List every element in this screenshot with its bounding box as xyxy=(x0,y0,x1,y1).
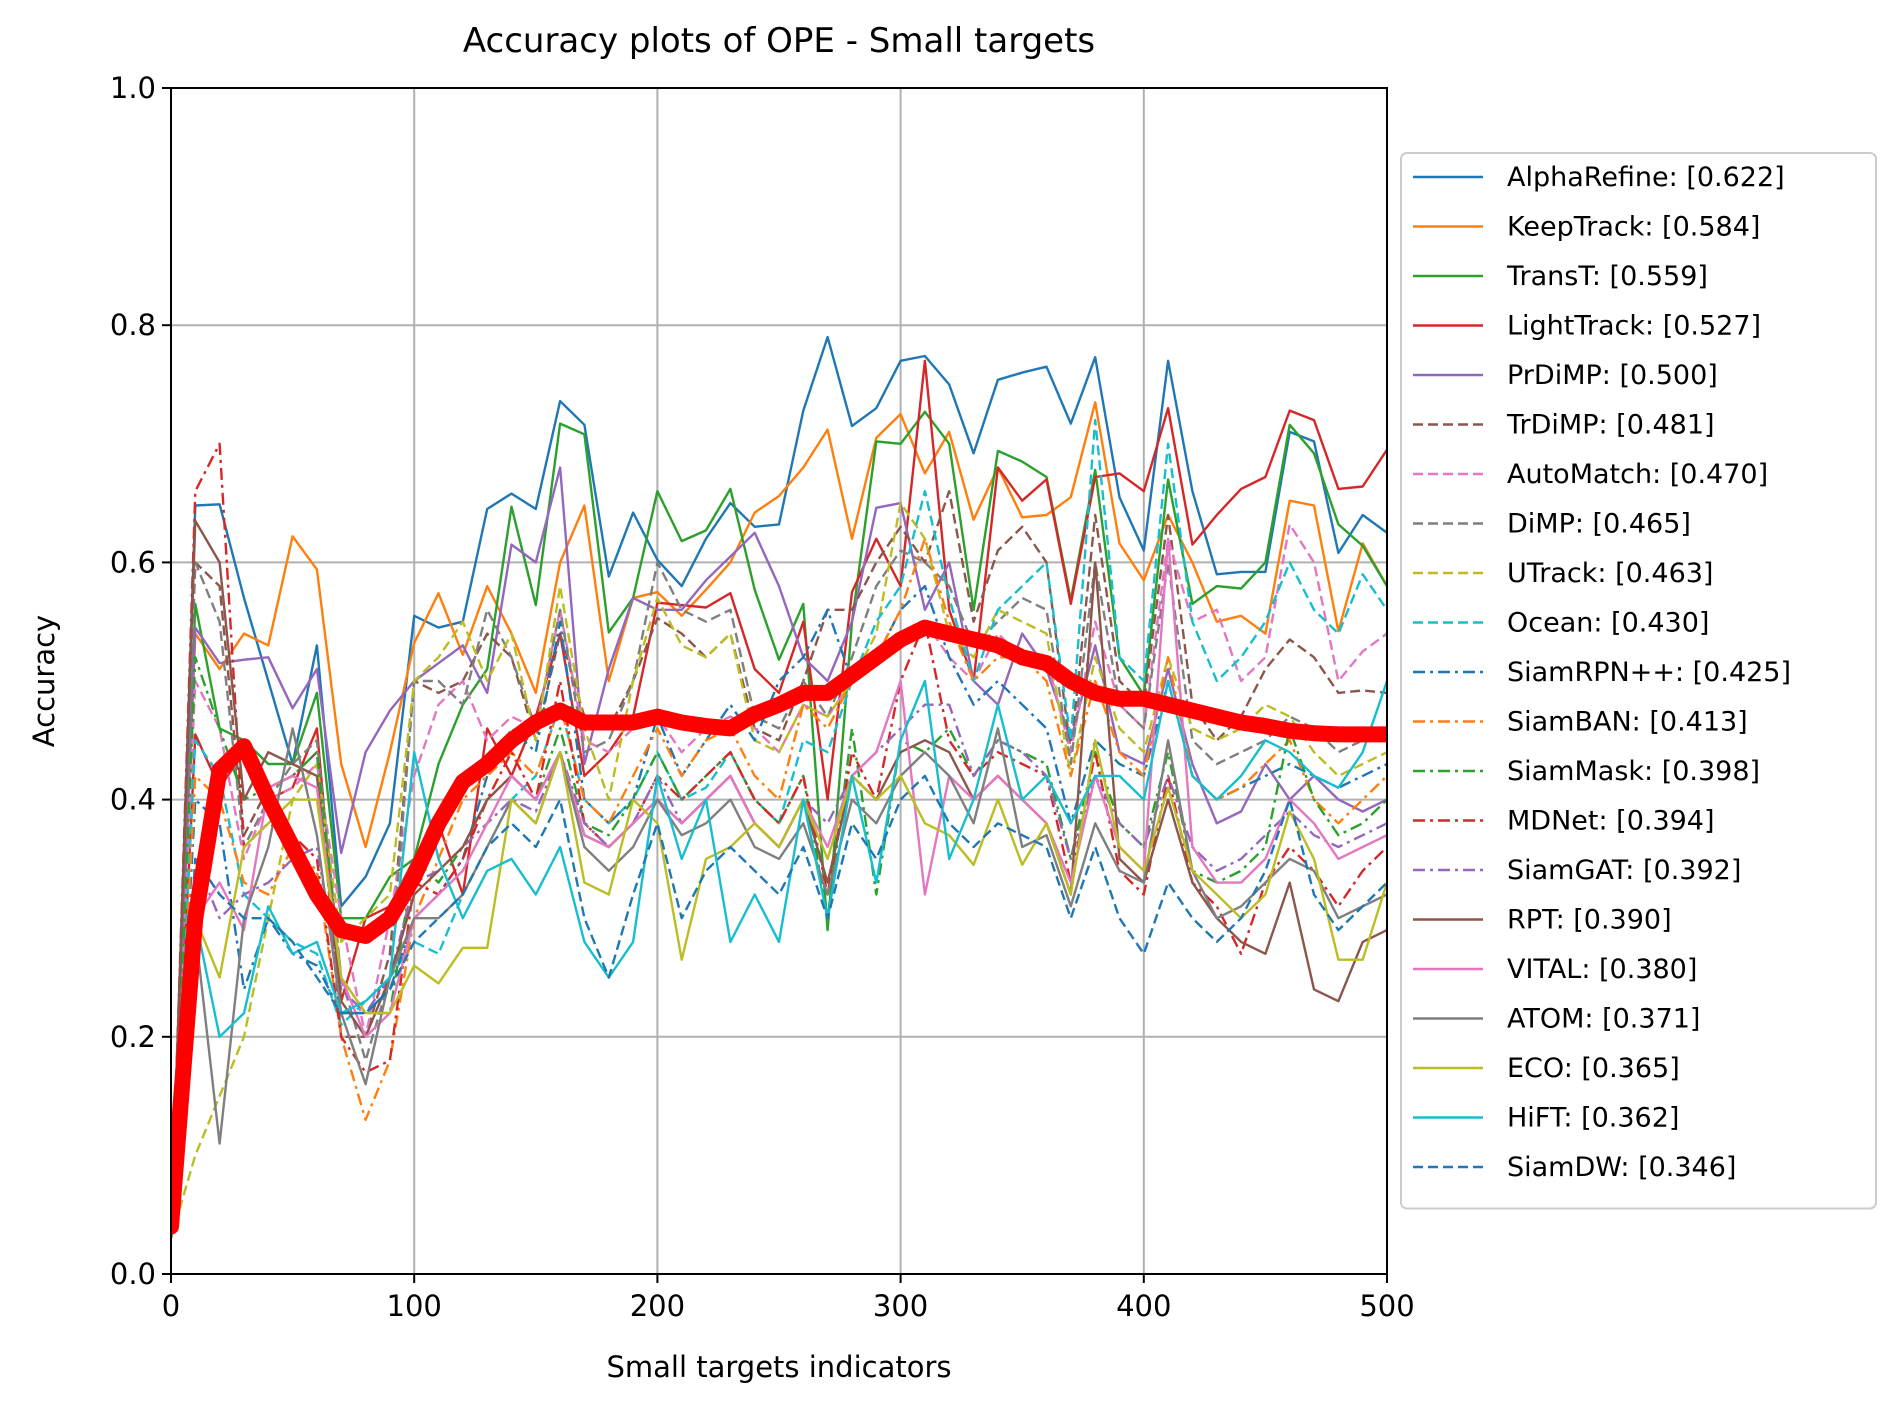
y-tick-label: 0.0 xyxy=(110,1257,156,1291)
series-line xyxy=(171,727,1387,1239)
legend-item: AutoMatch: [0.470] xyxy=(1413,459,1768,490)
legend-label: DiMP: [0.465] xyxy=(1507,509,1691,540)
legend-item: DiMP: [0.465] xyxy=(1413,509,1691,540)
legend-label: PrDiMP: [0.500] xyxy=(1507,360,1718,391)
legend-label: SiamDW: [0.346] xyxy=(1507,1152,1736,1183)
legend-item: MDNet: [0.394] xyxy=(1413,806,1715,837)
legend-item: SiamBAN: [0.413] xyxy=(1413,707,1748,738)
legend-label: SiamBAN: [0.413] xyxy=(1507,707,1748,738)
legend-item: SiamDW: [0.346] xyxy=(1413,1152,1736,1183)
y-tick-label: 0.8 xyxy=(110,308,156,342)
legend-label: MDNet: [0.394] xyxy=(1507,806,1715,837)
series-line xyxy=(171,774,1387,1239)
legend-label: AlphaRefine: [0.622] xyxy=(1507,162,1785,193)
legend: AlphaRefine: [0.622] KeepTrack: [0.584] Tr… xyxy=(1400,152,1877,1210)
series-line xyxy=(171,335,1387,1239)
highlight-series-line xyxy=(171,619,1387,1235)
y-tick-label: 0.6 xyxy=(110,545,156,579)
plot-frame xyxy=(170,87,1388,1275)
x-tick-label: 500 xyxy=(1359,1289,1414,1323)
x-tick-label: 400 xyxy=(1116,1289,1171,1323)
series-line xyxy=(171,442,1387,1239)
legend-label: LightTrack: [0.527] xyxy=(1507,311,1761,342)
x-tick-label: 200 xyxy=(630,1289,685,1323)
series-line xyxy=(171,401,1387,1239)
series-line xyxy=(171,490,1387,1239)
legend-item: UTrack: [0.463] xyxy=(1413,558,1713,589)
legend-item: KeepTrack: [0.584] xyxy=(1413,212,1760,243)
legend-box xyxy=(1400,152,1877,1210)
legend-label: RPT: [0.390] xyxy=(1507,905,1672,936)
chart-title: Accuracy plots of OPE - Small targets xyxy=(463,21,1095,61)
x-tick-label: 100 xyxy=(387,1289,442,1323)
series-line xyxy=(171,549,1387,1239)
legend-item: SiamRPN++: [0.425] xyxy=(1413,657,1791,688)
legend-label: SiamMask: [0.398] xyxy=(1507,756,1760,787)
legend-label: AutoMatch: [0.470] xyxy=(1507,459,1768,490)
legend-item: Ocean: [0.430] xyxy=(1413,608,1709,639)
series-layer xyxy=(171,335,1387,1239)
legend-label: KeepTrack: [0.584] xyxy=(1507,212,1760,243)
legend-item: LightTrack: [0.527] xyxy=(1413,311,1761,342)
x-axis-label: Small targets indicators xyxy=(606,1350,951,1384)
ticks: 0 100 200 300 400 500 0.0 0.2 0.4 0.6 0.8 1.0 xyxy=(110,71,1415,1323)
legend-label: HiFT: [0.362] xyxy=(1507,1103,1679,1134)
legend-label: ATOM: [0.371] xyxy=(1507,1004,1700,1035)
legend-label: TrDiMP: [0.481] xyxy=(1506,410,1715,441)
legend-item: ECO: [0.365] xyxy=(1413,1053,1680,1084)
series-line xyxy=(171,679,1387,1239)
legend-item: HiFT: [0.362] xyxy=(1413,1103,1679,1134)
legend-label: Ocean: [0.430] xyxy=(1507,608,1709,639)
x-tick-label: 300 xyxy=(873,1289,928,1323)
y-tick-label: 0.2 xyxy=(110,1020,156,1054)
legend-item: ATOM: [0.371] xyxy=(1413,1004,1700,1035)
legend-item: SiamGAT: [0.392] xyxy=(1413,855,1741,886)
series-line xyxy=(171,359,1387,1239)
legend-item: VITAL: [0.380] xyxy=(1413,954,1697,985)
legend-label: ECO: [0.365] xyxy=(1507,1053,1680,1084)
legend-label: TransT: [0.559] xyxy=(1506,261,1708,292)
legend-label: SiamGAT: [0.392] xyxy=(1507,855,1741,886)
legend-item: TransT: [0.559] xyxy=(1413,261,1708,292)
legend-item: PrDiMP: [0.500] xyxy=(1413,360,1718,391)
legend-label: SiamRPN++: [0.425] xyxy=(1507,657,1791,688)
y-tick-label: 0.4 xyxy=(110,783,156,817)
legend-item: SiamMask: [0.398] xyxy=(1413,756,1760,787)
legend-label: VITAL: [0.380] xyxy=(1507,954,1697,985)
x-tick-label: 0 xyxy=(162,1289,180,1323)
legend-item: TrDiMP: [0.481] xyxy=(1413,410,1715,441)
legend-item: RPT: [0.390] xyxy=(1413,905,1672,936)
legend-item: AlphaRefine: [0.622] xyxy=(1413,162,1785,193)
y-tick-label: 1.0 xyxy=(110,71,156,105)
series-line xyxy=(171,739,1387,1239)
y-axis-label: Accuracy xyxy=(27,615,61,747)
legend-label: UTrack: [0.463] xyxy=(1507,558,1713,589)
